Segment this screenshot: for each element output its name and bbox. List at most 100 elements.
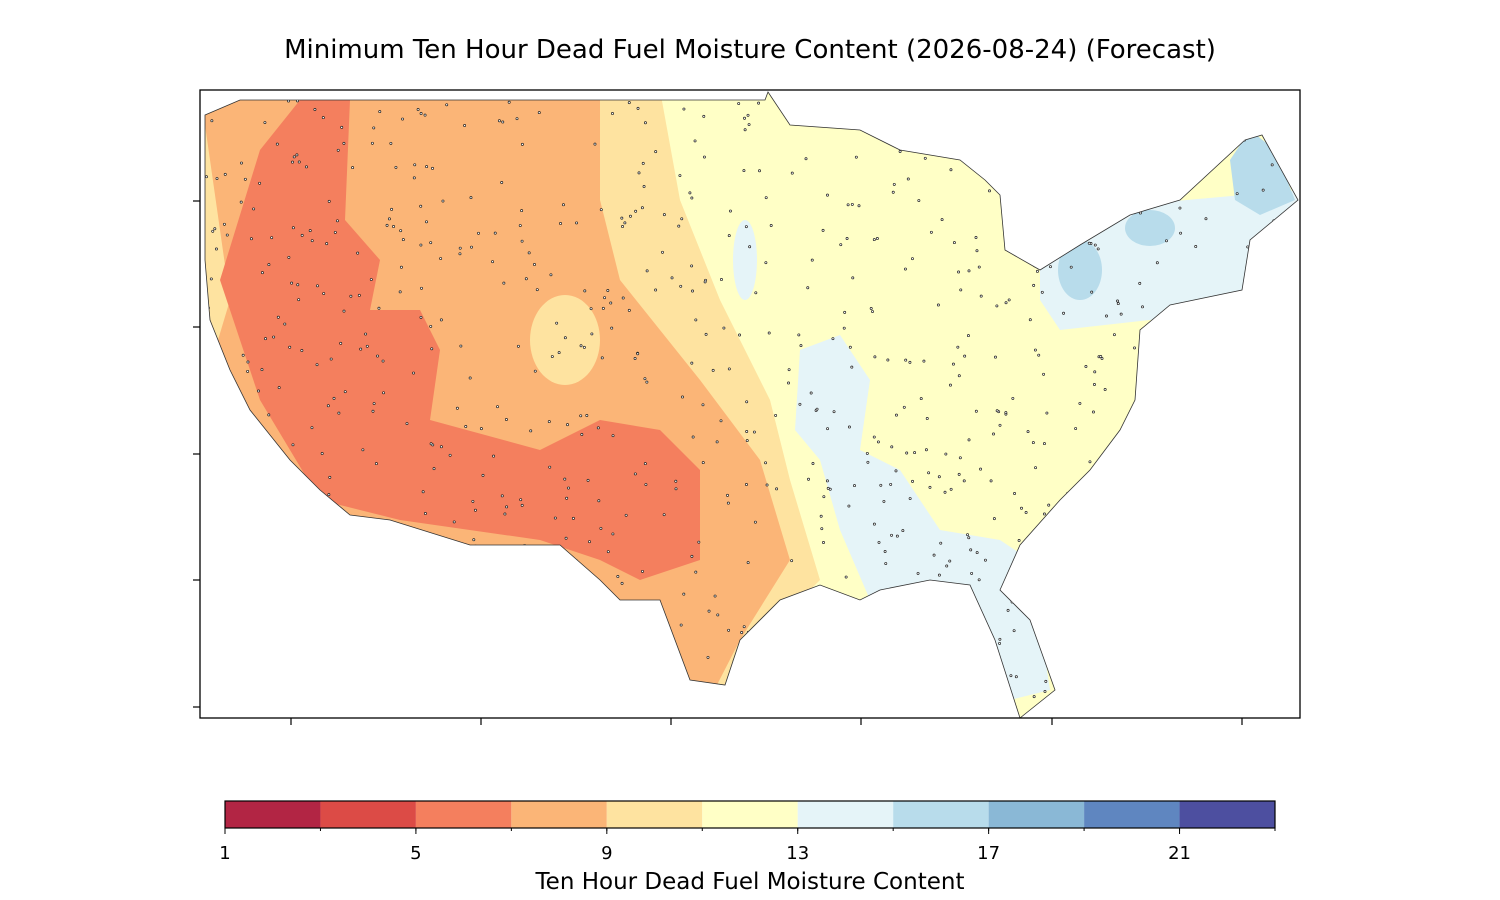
station-dot — [590, 596, 594, 600]
station-dot — [263, 561, 267, 565]
station-dot — [1141, 305, 1145, 309]
station-dot — [599, 526, 603, 530]
station-dot — [279, 526, 283, 529]
station-dot — [287, 255, 291, 259]
station-dot — [290, 281, 294, 285]
station-dot — [527, 251, 531, 255]
station-dot — [1189, 518, 1193, 522]
station-dot — [1205, 404, 1209, 407]
station-dot — [690, 554, 694, 558]
station-dot — [1178, 206, 1182, 210]
station-dot — [431, 166, 434, 170]
station-dot — [213, 642, 217, 646]
station-dot — [297, 298, 301, 302]
station-dot — [645, 380, 649, 384]
station-dot — [1173, 508, 1177, 512]
station-dot — [848, 345, 852, 349]
station-dot — [412, 371, 415, 375]
station-dot — [479, 427, 483, 431]
station-dot — [237, 400, 241, 403]
station-dot — [549, 273, 553, 277]
station-dot — [691, 289, 694, 293]
station-dot — [1049, 208, 1053, 212]
station-dot — [620, 216, 624, 220]
station-dot — [929, 230, 933, 234]
station-dot — [356, 621, 360, 625]
station-dot — [1255, 330, 1259, 334]
station-dot — [643, 462, 647, 466]
station-dot — [831, 337, 835, 341]
station-dot — [416, 108, 420, 111]
station-dot — [902, 405, 906, 409]
station-dot — [895, 534, 899, 538]
station-dot — [702, 155, 706, 159]
station-dot — [310, 426, 314, 430]
station-dot — [503, 512, 507, 516]
station-dot — [1114, 532, 1118, 536]
station-dot — [1250, 506, 1253, 510]
colorbar-label: Ten Hour Dead Fuel Moisture Content — [535, 869, 965, 895]
station-dot — [944, 452, 948, 456]
station-dot — [769, 224, 773, 227]
station-dot — [720, 277, 723, 281]
station-dot — [822, 541, 825, 544]
station-dot — [1093, 243, 1097, 247]
station-dot — [919, 397, 923, 401]
station-dot — [821, 228, 825, 232]
station-dot — [682, 107, 686, 111]
station-dot — [1198, 539, 1202, 543]
station-dot — [377, 306, 381, 310]
station-dot — [643, 606, 647, 610]
station-dot — [588, 540, 591, 544]
station-dot — [1096, 515, 1099, 519]
station-dot — [264, 337, 267, 341]
station-dot — [601, 306, 605, 310]
station-dot — [1024, 511, 1028, 514]
station-dot — [892, 634, 896, 638]
station-dot — [833, 596, 836, 600]
station-dot — [320, 452, 324, 455]
station-dot — [1049, 265, 1052, 269]
station-dot — [1141, 660, 1145, 663]
station-dot — [357, 293, 361, 297]
station-dot — [448, 453, 452, 457]
station-dot — [871, 606, 875, 610]
station-dot — [406, 694, 410, 698]
station-dot — [307, 644, 311, 648]
station-dot — [975, 551, 979, 555]
station-dot — [998, 641, 1002, 645]
station-dot — [285, 572, 289, 576]
station-dot — [1033, 348, 1037, 352]
station-dot — [790, 171, 794, 175]
station-dot — [738, 333, 742, 337]
station-dot — [1011, 396, 1015, 400]
station-dot — [239, 200, 243, 204]
station-dot — [704, 332, 708, 336]
station-dot — [1111, 106, 1115, 110]
station-dot — [272, 335, 276, 339]
station-dot — [959, 288, 963, 292]
station-dot — [667, 674, 671, 678]
station-dot — [1231, 698, 1235, 702]
station-dot — [443, 688, 447, 692]
station-dot — [475, 625, 478, 629]
station-dot — [599, 208, 603, 212]
station-dot — [974, 236, 978, 239]
station-dot — [726, 501, 730, 505]
station-dot — [1248, 109, 1252, 113]
station-dot — [1162, 639, 1166, 643]
station-dot — [312, 614, 315, 618]
station-dot — [1249, 653, 1253, 657]
station-dot — [520, 239, 524, 243]
station-dot — [507, 100, 511, 104]
station-dot — [1271, 534, 1274, 538]
station-dot — [1078, 401, 1082, 405]
station-dot — [636, 106, 640, 110]
station-dot — [962, 479, 966, 483]
station-dot — [1228, 632, 1232, 636]
station-dot — [580, 432, 584, 436]
station-dot — [1214, 100, 1218, 104]
station-dot — [1226, 522, 1230, 526]
station-dot — [1006, 608, 1010, 612]
